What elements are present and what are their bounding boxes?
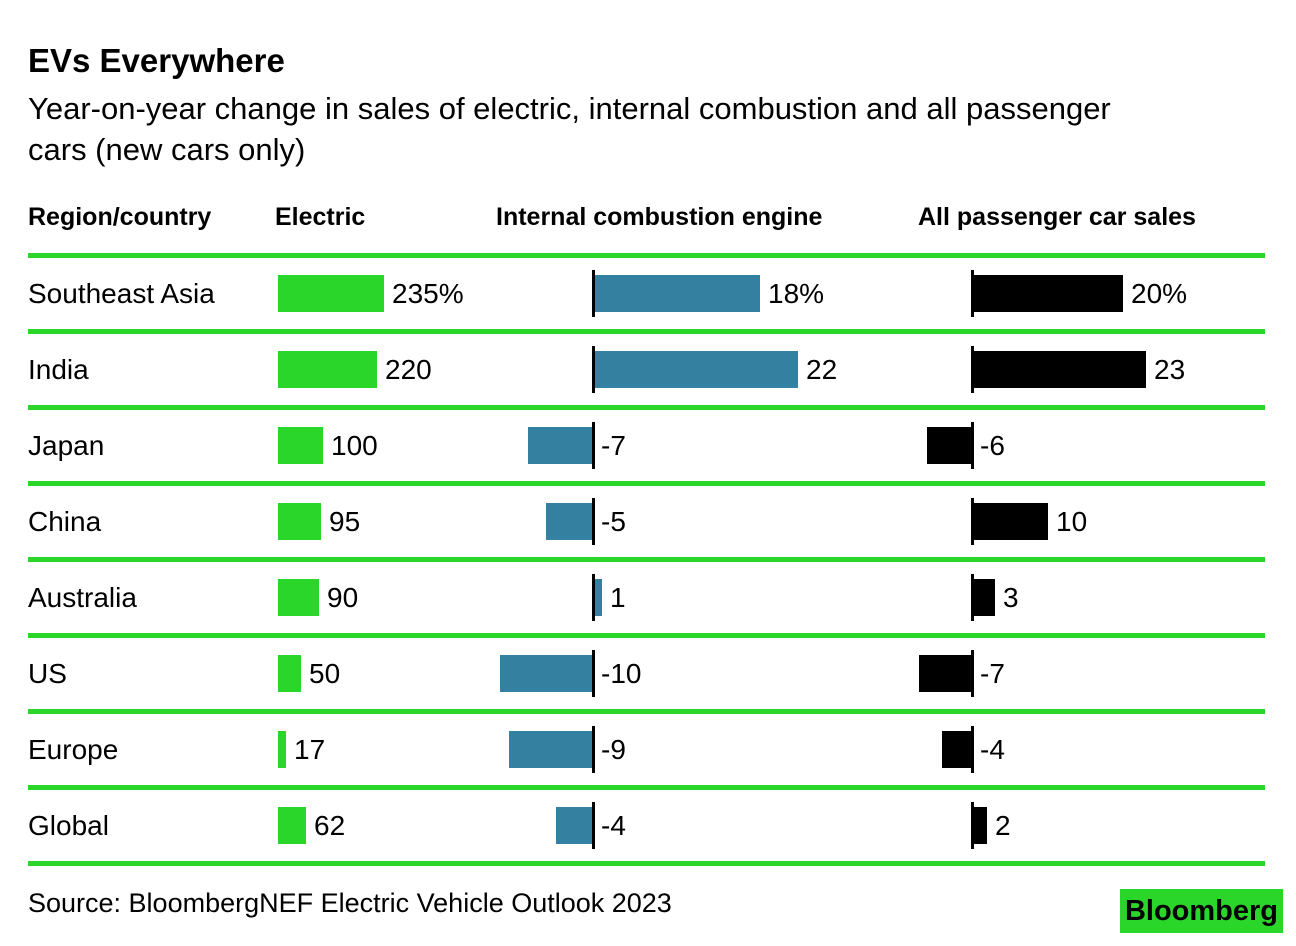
electric-bar: [278, 579, 319, 616]
zero-baseline-tick: [971, 498, 974, 545]
row-label: Europe: [28, 734, 119, 765]
all-value: -6: [980, 430, 1005, 461]
electric-bar: [278, 351, 377, 388]
zero-baseline-tick: [592, 498, 595, 545]
ice-value: 1: [610, 582, 626, 613]
electric-value: 95: [329, 506, 361, 537]
bloomberg-logo: Bloomberg: [1120, 889, 1283, 933]
all-bar: [972, 275, 1123, 312]
zero-baseline-tick: [592, 726, 595, 773]
row-label: Japan: [28, 430, 105, 461]
electric-bar: [278, 275, 384, 312]
electric-value: 17: [294, 734, 326, 765]
electric-value: 235%: [392, 278, 464, 309]
table-row: Europe 17 -9 -4: [28, 709, 1265, 785]
bloomberg-logo-text: Bloomberg: [1124, 894, 1279, 927]
electric-bar: [278, 503, 321, 540]
zero-baseline-tick: [592, 270, 595, 317]
all-bar: [972, 579, 995, 616]
all-value: 10: [1056, 506, 1088, 537]
ice-bar: [500, 655, 593, 692]
zero-baseline-tick: [592, 422, 595, 469]
all-bar: [972, 503, 1048, 540]
zero-baseline-tick: [971, 346, 974, 393]
column-header-region: Region/country: [28, 203, 212, 231]
table-row: Global 62 -4 2: [28, 785, 1265, 861]
all-value: -4: [980, 734, 1005, 765]
ice-bar: [593, 579, 602, 616]
row-label: Southeast Asia: [28, 278, 215, 309]
all-bar: [919, 655, 972, 692]
column-header-electric: Electric: [275, 203, 366, 231]
electric-bar: [278, 731, 286, 768]
row-label: China: [28, 506, 102, 537]
electric-bar: [278, 427, 323, 464]
ice-value: -5: [601, 506, 626, 537]
zero-baseline-tick: [971, 422, 974, 469]
ice-value: -9: [601, 734, 626, 765]
ice-value: -10: [601, 658, 642, 689]
all-bar: [927, 427, 972, 464]
zero-baseline-tick: [971, 270, 974, 317]
ice-value: -7: [601, 430, 626, 461]
zero-baseline-tick: [592, 574, 595, 621]
electric-bar: [278, 655, 301, 692]
row-label: India: [28, 354, 89, 385]
all-value: 2: [995, 810, 1011, 841]
all-value: 20%: [1131, 278, 1188, 309]
ice-value: 22: [806, 354, 838, 385]
zero-baseline-tick: [971, 726, 974, 773]
electric-value: 50: [309, 658, 341, 689]
electric-value: 220: [385, 354, 432, 385]
zero-baseline-tick: [971, 802, 974, 849]
chart-title: EVs Everywhere: [28, 42, 285, 79]
ice-bar: [593, 351, 798, 388]
chart-rows: Southeast Asia 235% 18% 20% India 220 22 23 Japa…: [28, 253, 1265, 866]
electric-value: 90: [327, 582, 359, 613]
zero-baseline-tick: [592, 650, 595, 697]
ice-bar: [556, 807, 593, 844]
zero-baseline-tick: [971, 574, 974, 621]
ice-bar: [593, 275, 760, 312]
table-row: India 220 22 23: [28, 329, 1265, 405]
electric-value: 100: [331, 430, 378, 461]
table-row: Australia 90 1 3: [28, 557, 1265, 633]
all-value: 23: [1154, 354, 1186, 385]
zero-baseline-tick: [592, 802, 595, 849]
all-bar: [942, 731, 972, 768]
all-bar: [972, 351, 1146, 388]
ice-bar: [546, 503, 593, 540]
all-value: -7: [980, 658, 1005, 689]
table-row: China 95 -5 10: [28, 481, 1265, 557]
ice-bar: [528, 427, 593, 464]
electric-bar: [278, 807, 306, 844]
column-header-all: All passenger car sales: [918, 203, 1196, 231]
bottom-divider: [28, 861, 1265, 866]
table-row: Southeast Asia 235% 18% 20%: [28, 253, 1265, 329]
zero-baseline-tick: [592, 346, 595, 393]
ice-bar: [509, 731, 593, 768]
row-label: Australia: [28, 582, 137, 613]
electric-value: 62: [314, 810, 346, 841]
row-label: Global: [28, 810, 109, 841]
chart-subtitle: Year-on-year change in sales of electric…: [28, 91, 1111, 167]
all-bar: [972, 807, 987, 844]
table-row: Japan 100 -7 -6: [28, 405, 1265, 481]
zero-baseline-tick: [971, 650, 974, 697]
source-note: Source: BloombergNEF Electric Vehicle Ou…: [28, 888, 672, 918]
column-header-ice: Internal combustion engine: [496, 203, 823, 231]
column-headers: Region/country Electric Internal combust…: [28, 203, 1265, 237]
row-label: US: [28, 658, 67, 689]
table-row: US 50 -10 -7: [28, 633, 1265, 709]
all-value: 3: [1003, 582, 1019, 613]
ice-value: 18%: [768, 278, 825, 309]
ice-value: -4: [601, 810, 626, 841]
